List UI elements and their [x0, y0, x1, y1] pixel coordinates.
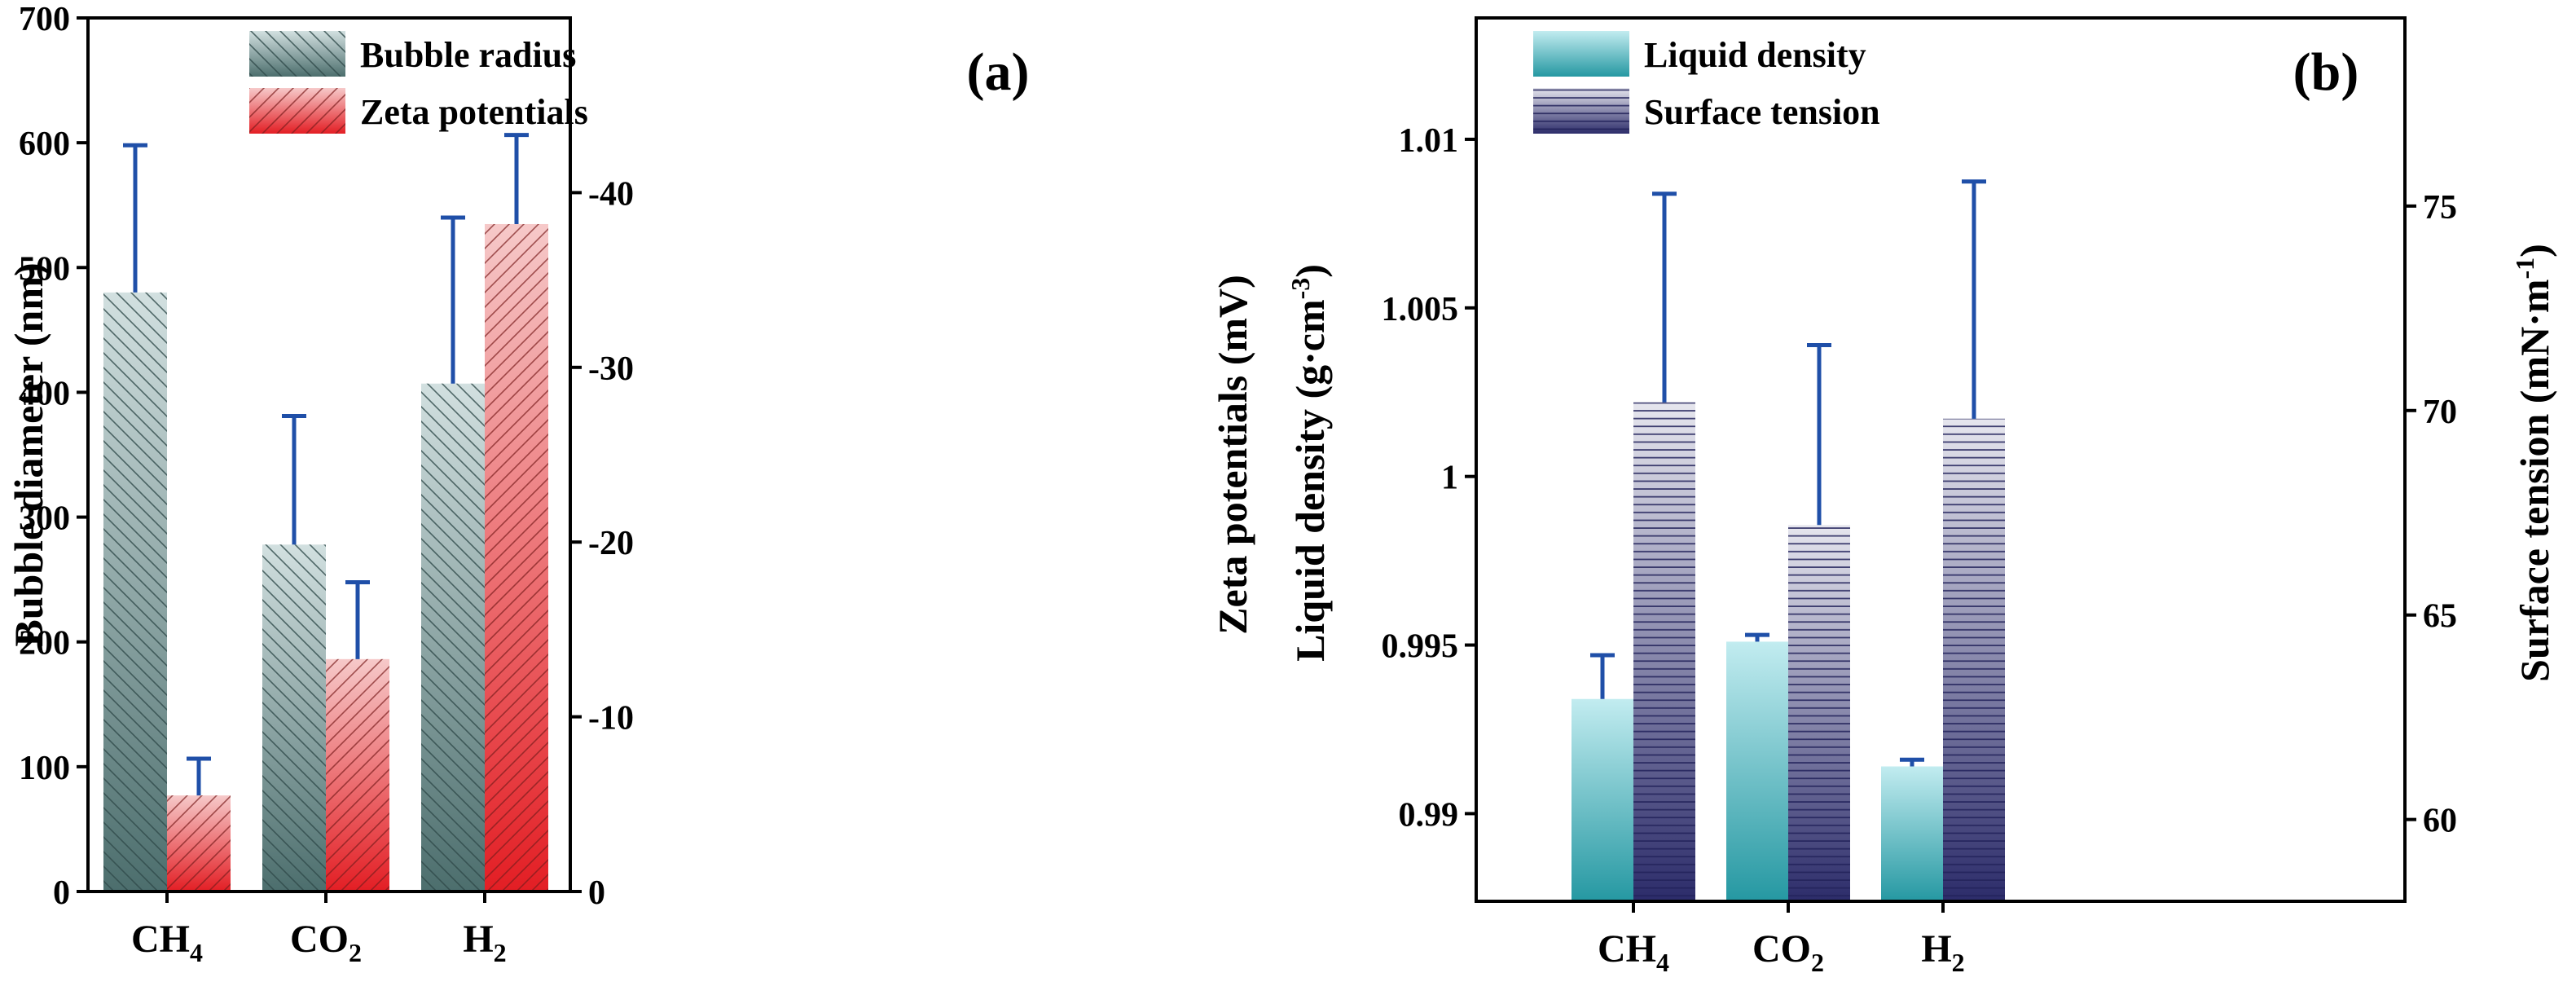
right-tick-label: -10: [588, 700, 634, 737]
legend-label-bubble-radius: Bubble radius: [360, 35, 576, 75]
right-tick-label: -30: [588, 350, 634, 388]
panel-a-plot-frame: [86, 16, 572, 893]
left-tick-label: 300: [19, 500, 70, 538]
panel-a-chart: 0 100 200 300 400 500 600 700 0 -10 -20 -30 -40 CH4…: [6, 1, 1255, 967]
left-tick-label: 0: [53, 874, 70, 912]
x-tick-label: H2: [463, 918, 506, 967]
left-tick-label: 400: [19, 375, 70, 412]
right-tick-label: 0: [588, 874, 605, 912]
right-tick-label: -40: [588, 175, 634, 213]
right-tick-label: -20: [588, 525, 634, 562]
left-tick-label: 100: [19, 750, 70, 787]
panel-b-label: (b): [2293, 42, 2359, 102]
x-tick-label: H2: [1921, 927, 1964, 977]
legend-label-surface-tension: Surface tension: [1644, 92, 1880, 132]
right-tick-label: 60: [2423, 803, 2457, 840]
x-tick-label: CH4: [131, 918, 203, 967]
panel-a-right-axis-label: Zeta potentials (mV): [1210, 275, 1255, 635]
x-tick-label: CH4: [1598, 927, 1669, 977]
left-tick-label: 500: [19, 250, 70, 288]
left-tick-label: 1.01: [1399, 122, 1459, 160]
panel-a-label: (a): [967, 42, 1030, 102]
left-tick-label: 600: [19, 125, 70, 163]
left-tick-label: 200: [19, 625, 70, 663]
left-tick-label: 0.995: [1382, 628, 1459, 666]
panel-b-left-axis-label: Liquid density (g·cm-3): [1286, 264, 1333, 662]
left-tick-label: 0.99: [1399, 796, 1459, 834]
bar-hatch-1-1: [326, 658, 389, 892]
right-tick-label: 65: [2423, 598, 2457, 636]
bar-hatch-1-0: [167, 795, 231, 892]
bar-hatch-1-1: [1788, 525, 1850, 901]
panel-b-legend: Liquid density Surface tension: [1533, 31, 1880, 134]
bar-hatch-0-2: [421, 383, 485, 892]
right-tick-label: 75: [2423, 189, 2457, 227]
left-tick-label: 1.005: [1382, 291, 1459, 328]
bar-liquid-density-0: [1572, 698, 1633, 901]
x-tick-label: CO2: [1752, 927, 1824, 977]
panel-a-left-axis-label: Bubble diameter (nm): [6, 262, 51, 646]
panel-a-legend: Bubble radius Zeta potentials: [249, 31, 588, 134]
left-tick-label: 700: [19, 1, 70, 38]
left-tick-label: 1: [1441, 460, 1458, 497]
bar-hatch-1-2: [485, 223, 548, 892]
panel-b-chart: 0.99 0.995 1 1.005 1.01 60 65 70 75 CH4 CO2 H2 Li…: [1286, 16, 2557, 977]
legend-label-liquid-density: Liquid density: [1644, 35, 1866, 75]
x-tick-label: CO2: [290, 918, 362, 967]
bar-liquid-density-2: [1881, 766, 1943, 901]
panel-b-plot-frame: [1475, 16, 2407, 903]
bar-liquid-density-1: [1726, 641, 1788, 901]
bar-hatch-1-2: [1943, 418, 2005, 901]
panel-b-right-axis-label: Surface tension (mN·m-1): [2510, 244, 2557, 682]
bar-hatch-1-0: [1633, 402, 1695, 902]
legend-label-zeta-potentials: Zeta potentials: [360, 92, 588, 132]
right-tick-label: 70: [2423, 394, 2457, 431]
legend-swatch-liquid-density: [1533, 31, 1629, 77]
bar-hatch-0-1: [262, 544, 326, 892]
bar-hatch-0-0: [103, 292, 167, 892]
